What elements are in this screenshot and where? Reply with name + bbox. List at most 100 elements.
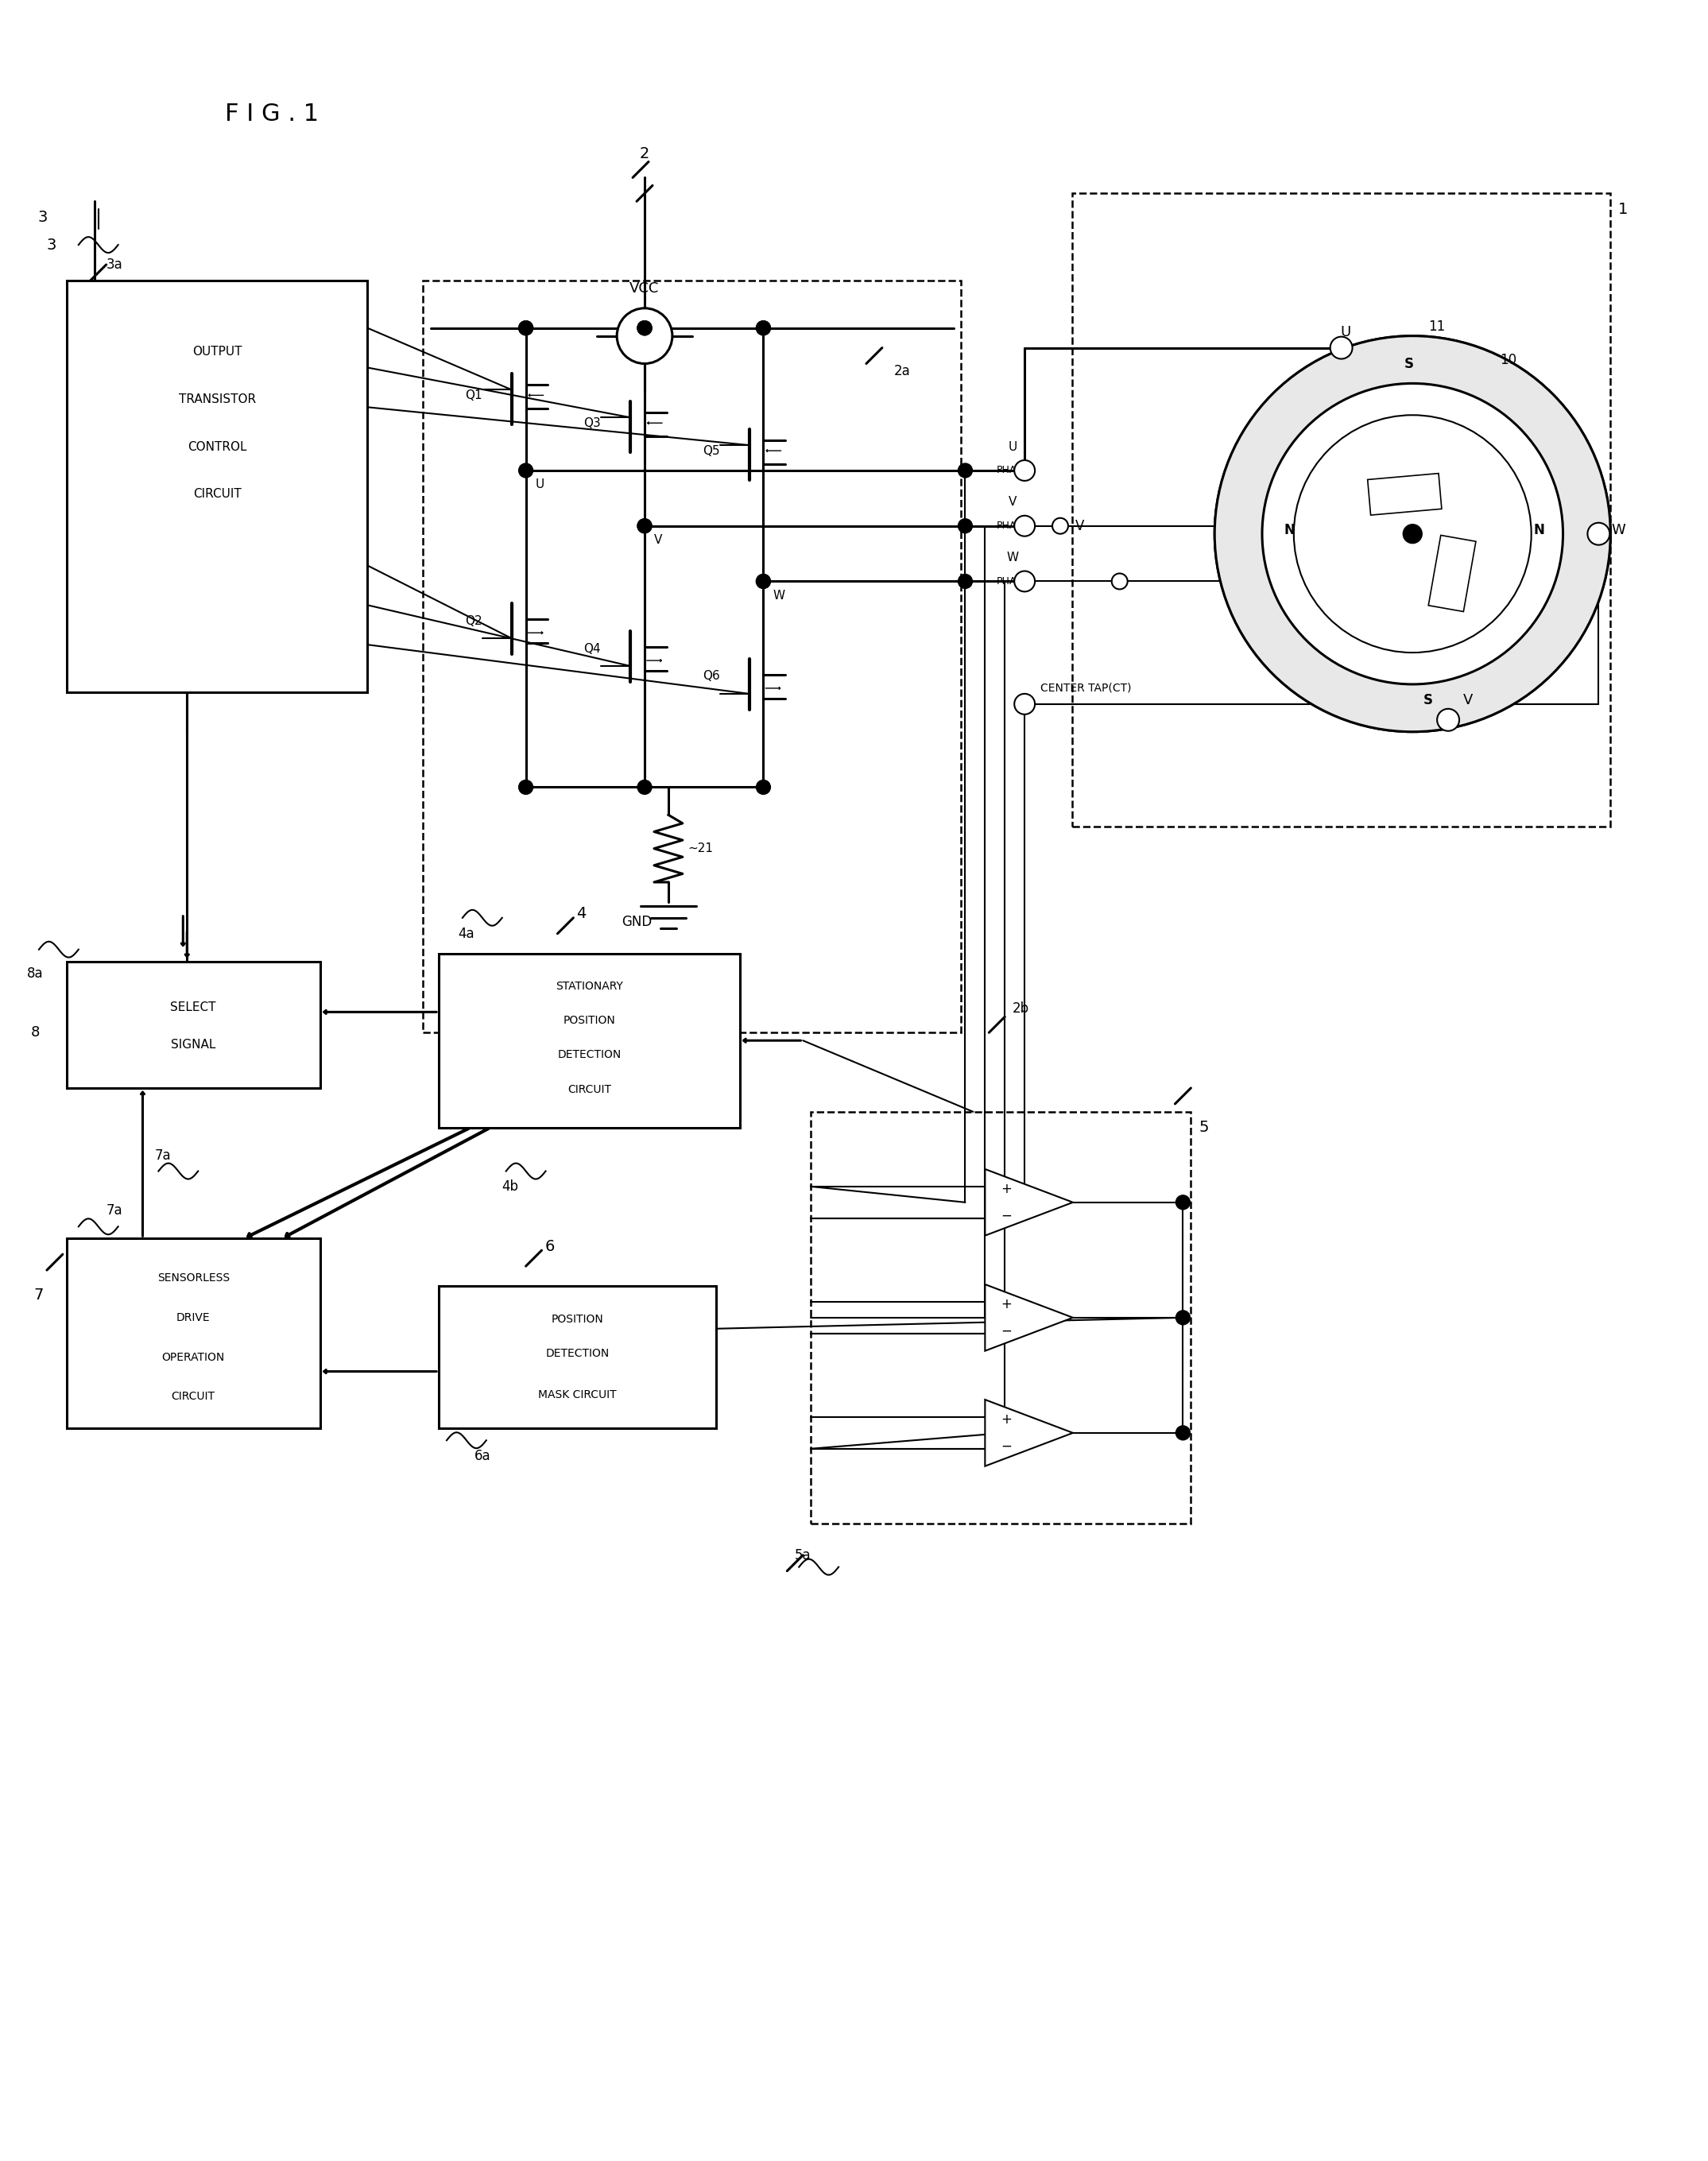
Text: −: − [1001, 1439, 1011, 1454]
Text: +: + [1001, 1413, 1011, 1426]
Text: S: S [1423, 694, 1433, 707]
Circle shape [1214, 335, 1611, 733]
Text: DETECTION: DETECTION [557, 1050, 622, 1061]
Circle shape [958, 462, 972, 478]
Circle shape [1175, 1195, 1190, 1210]
Circle shape [1587, 523, 1609, 545]
Circle shape [1015, 516, 1035, 536]
Text: V: V [654, 534, 663, 547]
Polygon shape [986, 1400, 1073, 1465]
Text: DETECTION: DETECTION [545, 1348, 610, 1359]
Text: Q6: Q6 [702, 670, 719, 683]
Circle shape [958, 575, 972, 588]
Text: 7: 7 [34, 1288, 44, 1303]
Text: 6a: 6a [475, 1450, 490, 1463]
Circle shape [637, 519, 652, 534]
Circle shape [637, 320, 652, 335]
Text: CIRCUIT: CIRCUIT [193, 488, 241, 499]
Text: POSITION: POSITION [564, 1016, 615, 1026]
Text: F I G . 1: F I G . 1 [225, 104, 319, 125]
Text: N: N [1534, 523, 1544, 538]
Text: Q2: Q2 [465, 616, 482, 627]
Text: 3a: 3a [106, 257, 123, 272]
Circle shape [1112, 573, 1127, 590]
Text: VCC: VCC [630, 281, 659, 296]
Text: 7a: 7a [154, 1147, 171, 1163]
Text: −: − [1001, 1208, 1011, 1223]
Text: 4: 4 [576, 905, 586, 921]
Circle shape [1052, 519, 1068, 534]
Circle shape [519, 780, 533, 795]
Text: U: U [1341, 324, 1351, 339]
Text: 10: 10 [1500, 352, 1517, 367]
Text: ~21: ~21 [688, 843, 714, 854]
Text: 6: 6 [545, 1238, 555, 1253]
Circle shape [1015, 694, 1035, 715]
Circle shape [637, 320, 652, 335]
Circle shape [1331, 337, 1353, 359]
Circle shape [1015, 571, 1035, 592]
Text: STATIONARY: STATIONARY [555, 981, 623, 992]
Text: POSITION: POSITION [552, 1314, 603, 1325]
Text: 8a: 8a [27, 966, 43, 981]
Text: Q5: Q5 [702, 445, 719, 456]
Circle shape [757, 320, 770, 335]
Text: N: N [1284, 523, 1295, 538]
Text: 7a: 7a [106, 1204, 123, 1219]
Text: GND: GND [622, 914, 652, 929]
Text: MASK CIRCUIT: MASK CIRCUIT [538, 1390, 617, 1400]
Text: OUTPUT: OUTPUT [193, 346, 243, 359]
Circle shape [519, 462, 533, 478]
Text: 2: 2 [640, 147, 649, 162]
Polygon shape [1428, 536, 1476, 612]
Text: V: V [1009, 497, 1016, 508]
Circle shape [637, 519, 652, 534]
FancyBboxPatch shape [67, 281, 367, 692]
Circle shape [519, 320, 533, 335]
Text: +: + [1001, 1182, 1011, 1197]
FancyBboxPatch shape [439, 953, 740, 1128]
Circle shape [519, 320, 533, 335]
Text: W: W [1006, 551, 1018, 564]
Polygon shape [1368, 473, 1442, 514]
Text: DRIVE: DRIVE [176, 1312, 210, 1323]
Circle shape [1436, 709, 1459, 730]
Text: S: S [1404, 357, 1413, 372]
Text: +: + [1001, 1297, 1011, 1312]
Circle shape [1402, 525, 1423, 542]
Circle shape [1015, 460, 1035, 480]
Text: 3: 3 [46, 238, 56, 253]
Text: W: W [1611, 523, 1626, 538]
Text: Q1: Q1 [465, 389, 482, 402]
Text: 2b: 2b [1013, 1003, 1030, 1016]
Circle shape [1262, 382, 1563, 685]
Text: Q3: Q3 [584, 417, 601, 428]
Text: 8: 8 [31, 1026, 39, 1039]
Text: OPERATION: OPERATION [162, 1351, 225, 1364]
Text: CENTER TAP(CT): CENTER TAP(CT) [1040, 683, 1131, 694]
Text: −: − [1001, 1325, 1011, 1338]
Circle shape [1214, 335, 1611, 733]
Circle shape [757, 780, 770, 795]
Text: 1: 1 [1619, 201, 1628, 216]
Text: CONTROL: CONTROL [188, 441, 246, 452]
Text: 4b: 4b [502, 1180, 518, 1195]
Text: 11: 11 [1428, 320, 1445, 333]
Text: V: V [1076, 519, 1085, 534]
Circle shape [757, 320, 770, 335]
Circle shape [617, 309, 673, 363]
Polygon shape [986, 1169, 1073, 1236]
Circle shape [1175, 1426, 1190, 1439]
FancyBboxPatch shape [439, 1286, 716, 1428]
Polygon shape [986, 1284, 1073, 1351]
Circle shape [958, 519, 972, 534]
Text: CIRCUIT: CIRCUIT [171, 1392, 215, 1402]
Text: V: V [1464, 694, 1472, 707]
Text: PHASE: PHASE [996, 465, 1030, 475]
Text: 4a: 4a [458, 927, 475, 940]
Text: CIRCUIT: CIRCUIT [567, 1085, 611, 1096]
Text: SENSORLESS: SENSORLESS [157, 1273, 229, 1284]
FancyBboxPatch shape [67, 962, 319, 1087]
Text: 3: 3 [38, 210, 48, 225]
Text: U: U [1008, 441, 1018, 452]
